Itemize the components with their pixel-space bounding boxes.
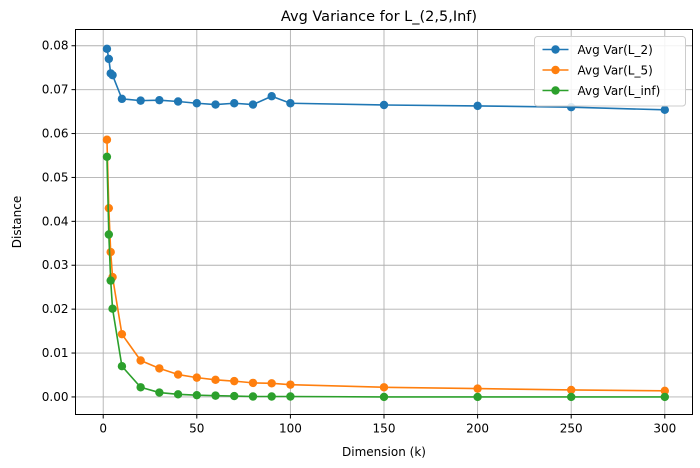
data-point: [211, 391, 220, 400]
data-point: [248, 392, 258, 401]
data-point: [566, 385, 576, 395]
legend-label: Avg Var(L_inf): [578, 84, 661, 98]
data-point: [248, 100, 258, 109]
x-tick-label: 50: [189, 422, 204, 436]
data-point: [136, 356, 145, 365]
data-point: [286, 392, 295, 401]
legend-item: Avg Var(L_5): [542, 64, 653, 78]
y-tick-label: 0.03: [42, 258, 69, 272]
data-point: [267, 92, 276, 101]
data-point: [286, 99, 295, 108]
y-tick-label: 0.01: [42, 346, 69, 360]
data-point: [106, 276, 115, 285]
data-point: [106, 247, 115, 257]
y-tick-label: 0.00: [42, 390, 69, 404]
x-tick-label: 300: [653, 422, 676, 436]
series-layer: [102, 44, 669, 402]
data-point: [102, 44, 112, 54]
data-point: [660, 392, 669, 402]
data-point: [566, 392, 576, 402]
legend-frame: [534, 36, 686, 107]
data-point: [267, 392, 276, 401]
y-axis-label: Distance: [10, 196, 24, 248]
data-point: [155, 388, 164, 397]
data-point: [211, 375, 220, 385]
x-axis-label: Dimension (k): [342, 445, 426, 459]
chart-title: Avg Variance for L_(2,5,Inf): [281, 9, 477, 25]
data-point: [104, 230, 114, 239]
data-point: [473, 392, 482, 402]
legend-swatch-marker: [551, 86, 560, 95]
x-tick-label: 0: [99, 422, 107, 436]
series-1: [102, 135, 669, 395]
y-tick-label: 0.06: [42, 127, 69, 141]
data-point: [192, 373, 202, 382]
data-point: [173, 390, 183, 399]
legend: Avg Var(L_2) Avg Var(L_5) Avg Var(L_inf): [534, 36, 686, 107]
data-point: [117, 94, 127, 104]
y-tick-label: 0.02: [42, 302, 69, 316]
legend-label: Avg Var(L_5): [578, 64, 653, 78]
data-point: [102, 135, 112, 144]
data-point: [117, 362, 127, 371]
data-point: [192, 390, 202, 400]
legend-item: Avg Var(L_2): [542, 43, 653, 57]
legend-swatch-marker: [551, 45, 560, 54]
y-tick-label: 0.07: [42, 83, 69, 97]
data-point: [136, 96, 145, 105]
data-point: [473, 384, 482, 393]
data-point: [267, 379, 276, 388]
series-2: [102, 152, 669, 402]
data-point: [155, 364, 164, 373]
data-point: [108, 70, 117, 80]
data-point: [108, 304, 117, 313]
series-line: [106, 156, 665, 398]
y-tick-label: 0.04: [42, 214, 69, 228]
x-tick-label: 150: [373, 422, 396, 436]
data-point: [660, 386, 669, 395]
data-point: [211, 100, 220, 109]
x-tick-label: 250: [560, 422, 583, 436]
data-point: [102, 152, 112, 162]
data-point: [379, 392, 389, 402]
data-point: [660, 105, 669, 115]
data-point: [155, 95, 164, 105]
data-point: [173, 370, 183, 379]
legend-swatch-marker: [551, 65, 560, 75]
data-point: [230, 99, 239, 108]
data-point: [117, 329, 127, 339]
data-point: [136, 383, 145, 392]
data-point: [192, 99, 202, 108]
data-point: [379, 383, 389, 392]
y-tick-label: 0.05: [42, 170, 69, 184]
legend-item: Avg Var(L_inf): [542, 84, 661, 98]
y-tick-label: 0.08: [42, 39, 69, 53]
data-point: [248, 378, 258, 388]
data-point: [104, 54, 114, 64]
data-point: [473, 101, 482, 111]
data-point: [173, 97, 183, 106]
data-point: [230, 391, 239, 401]
data-point: [230, 376, 239, 386]
axis-ticks: 0 50 100 150 200 250 300 0.00 0.01 0.02 0.03 0.04 0.…: [42, 39, 676, 436]
data-point: [379, 100, 389, 110]
legend-label: Avg Var(L_2): [578, 43, 653, 57]
x-tick-label: 100: [279, 422, 302, 436]
data-point: [286, 380, 295, 389]
x-tick-label: 200: [466, 422, 489, 436]
series-0: [102, 44, 669, 115]
